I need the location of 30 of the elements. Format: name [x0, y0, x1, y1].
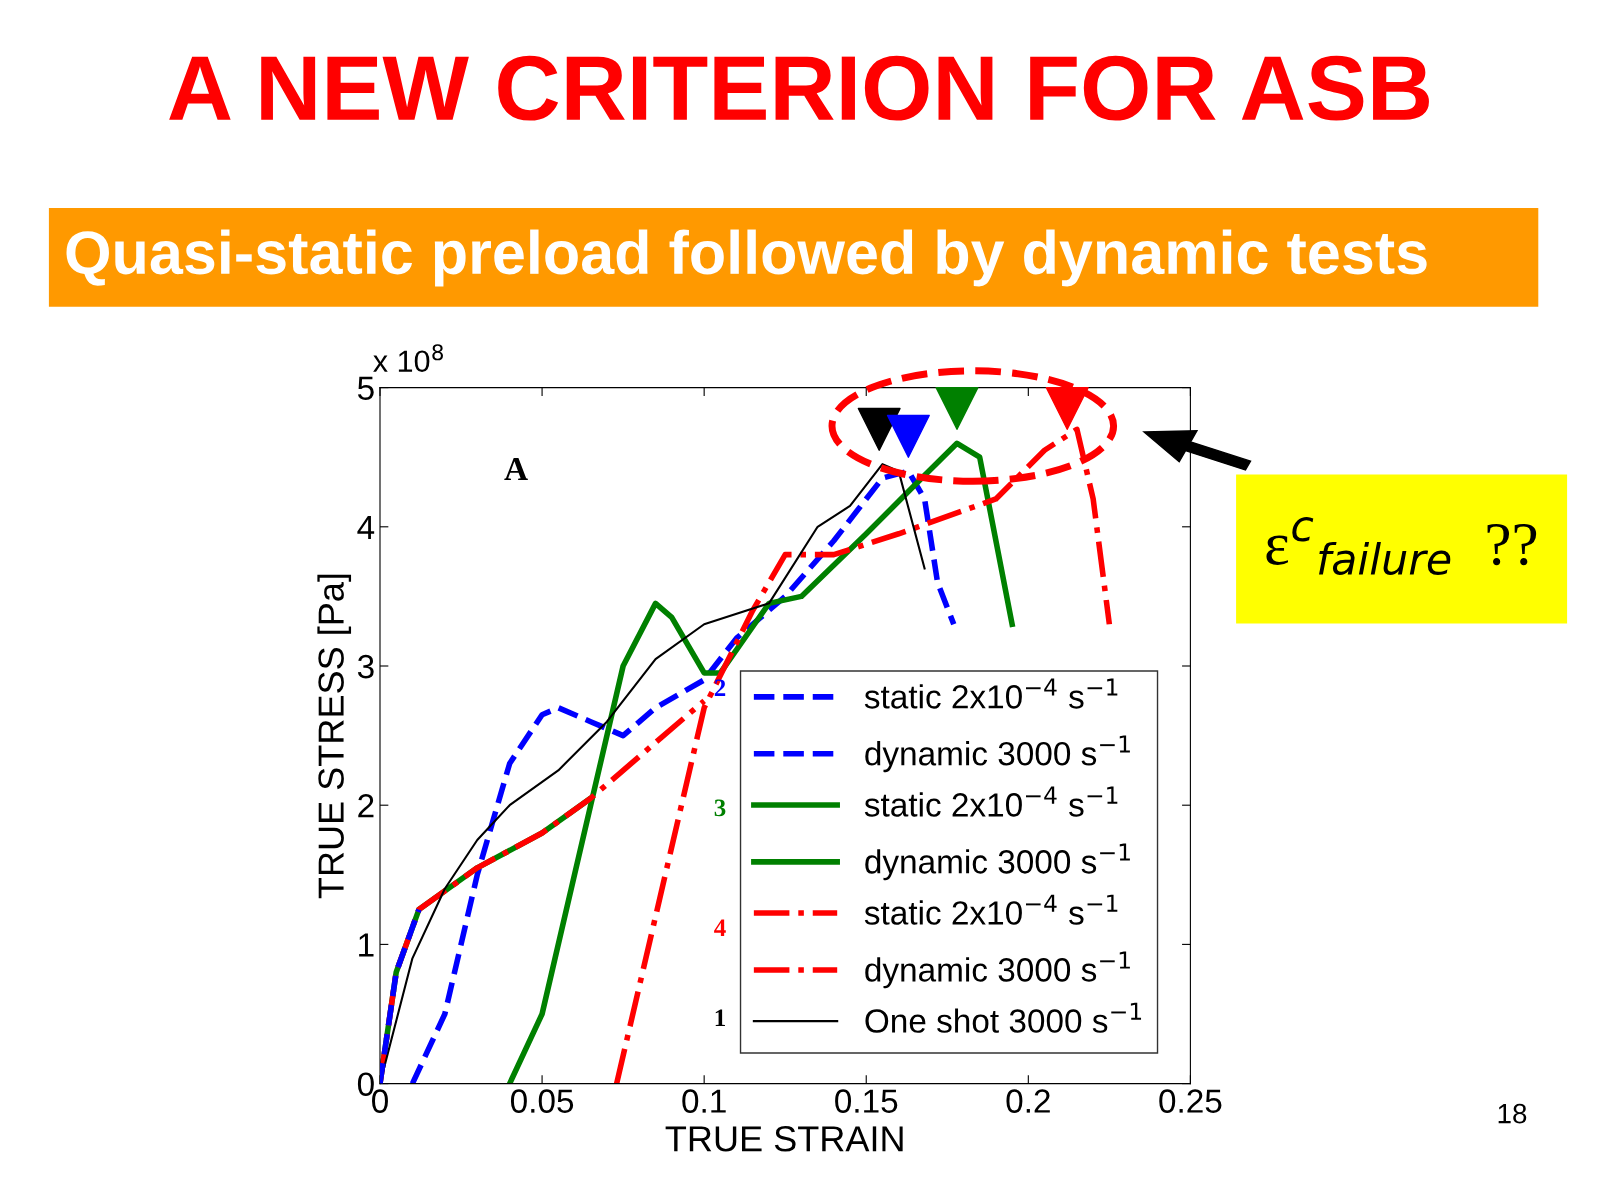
y-axis-title: TRUE STRESS [Pa] [317, 574, 352, 899]
y-tick-label: 0 [357, 1072, 374, 1097]
legend-label: static 2x10$^{−4}$ s$^{−1}$ [864, 678, 1118, 709]
annotation: 2 [714, 679, 726, 697]
y-tick-label: 4 [357, 515, 375, 539]
x-tick-label: 0.15 [835, 1089, 898, 1113]
legend-label: dynamic 3000 s$^{−1}$ [865, 843, 1130, 881]
text: ε$^{c}$$_{failure}$ ?? [1266, 517, 1537, 576]
annotation: 3 [714, 799, 726, 817]
x-axis-title: TRUE STRAIN [665, 1126, 903, 1152]
legend-label: static 2x10$^{−4}$ s$^{−1}$ [864, 894, 1118, 925]
legend-label: static 2x10$^{−4}$ s$^{−1}$ [864, 786, 1118, 817]
legend-label: dynamic 3000 s$^{−1}$ [865, 735, 1130, 773]
legend-label: One shot 3000 s$^{−1}$ [865, 1002, 1142, 1033]
y-tick-label: 1 [359, 933, 374, 957]
y-tick-label: 3 [357, 654, 374, 679]
x-tick-label: 0.25 [1159, 1089, 1222, 1113]
x-tick-label: 0.05 [510, 1089, 574, 1113]
annotation: 4 [714, 919, 726, 937]
x-tick-label: 0.2 [1006, 1089, 1050, 1113]
annotation: A [504, 457, 528, 480]
text: 18 [1498, 1103, 1527, 1124]
y-tick-label: 5 [357, 376, 374, 401]
annotation: 1 [715, 1009, 725, 1027]
text: x 10$^{8}$ [373, 344, 443, 373]
legend-label: dynamic 3000 s$^{−1}$ [865, 951, 1130, 989]
x-tick-label: 0.1 [682, 1089, 726, 1113]
chart-subtitle: Quasi-static preload followed by dynamic tests [66, 229, 1427, 287]
chart-title: A NEW CRITERION FOR ASB [169, 55, 1429, 121]
y-tick-label: 2 [358, 794, 374, 818]
